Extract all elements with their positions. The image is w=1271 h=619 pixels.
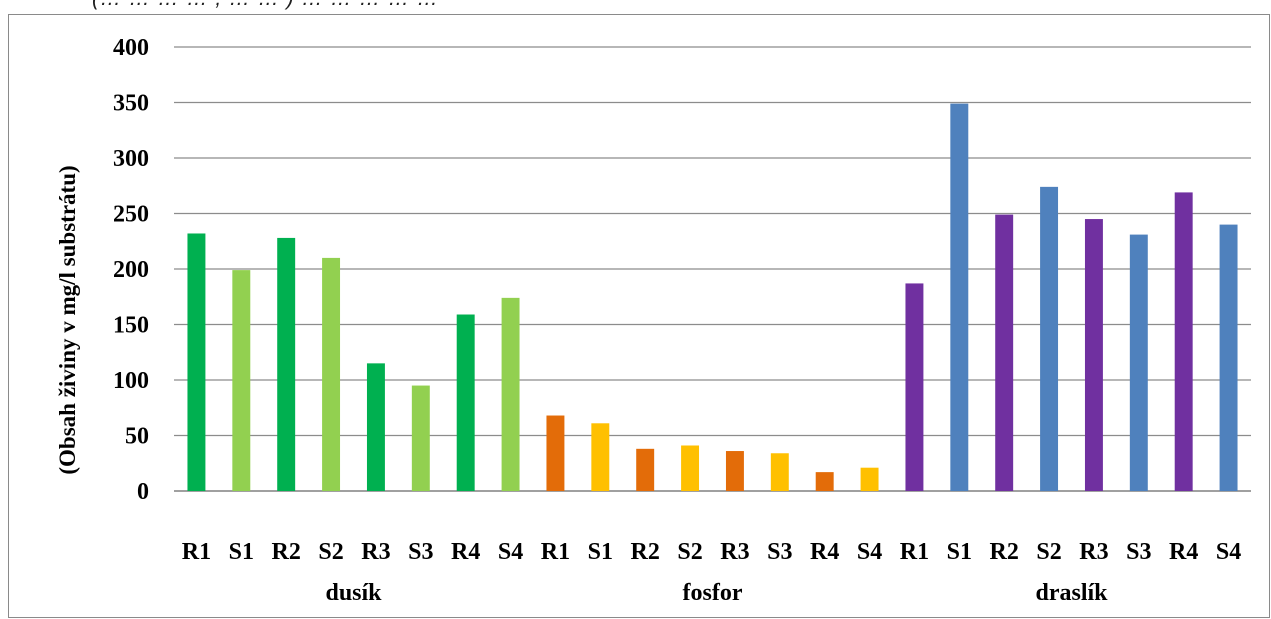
x-tick-label: R4 [451,539,480,565]
x-tick-label: R3 [1079,539,1108,565]
x-tick-label: S3 [767,539,792,565]
bar-chart: 0 50 100 150 200 250 300 350 400 R1 S1 R2 S2 R3 S3 R4 S… [55,35,1251,606]
x-tick-label: R1 [900,539,929,565]
bar-dusík-R2 [277,237,296,491]
x-tick-label: S4 [857,539,882,565]
x-tick-label: S2 [1036,539,1061,565]
bar-draslík-R1 [905,283,924,491]
x-tick-label: R4 [810,539,839,565]
x-tick-label: S1 [229,539,254,565]
bar-draslík-S1 [950,103,969,492]
figure-caption: (… … … … , … … ) … … … … … [92,0,439,11]
y-tick-label: 350 [113,91,149,117]
bar-dusík-R3 [366,363,385,491]
x-tick-label: S3 [1126,539,1151,565]
bar-dusík-S1 [232,270,251,491]
x-tick-label: R3 [361,539,390,565]
x-tick-label: S4 [498,539,523,565]
bar-fosfor-S1 [591,423,610,491]
group-labels: dusík fosfor draslík [325,580,1108,606]
bar-draslík-S2 [1040,186,1059,492]
x-tick-label: R3 [720,539,749,565]
chart-frame: 0 50 100 150 200 250 300 350 400 R1 S1 R2 S2 R3 S3 R4 S… [8,14,1270,618]
bar-fosfor-S4 [860,467,879,491]
x-tick-label: S2 [318,539,343,565]
x-tick-label: S4 [1216,539,1241,565]
bar-draslík-S3 [1129,234,1148,491]
bar-draslík-R3 [1084,219,1103,492]
x-tick-label: R2 [990,539,1019,565]
bar-draslík-S4 [1219,224,1238,491]
bar-fosfor-R4 [815,472,834,491]
bars [187,103,1238,492]
x-tick-label: R2 [631,539,660,565]
x-tick-label: R2 [272,539,301,565]
bar-dusík-R1 [187,233,206,492]
group-label: dusík [325,580,382,606]
y-tick-label: 0 [137,479,149,505]
x-tick-label: S2 [677,539,702,565]
group-label: draslík [1035,580,1108,606]
y-tick-labels: 0 50 100 150 200 250 300 350 400 [113,35,149,505]
bar-dusík-S4 [501,297,520,491]
bar-fosfor-R3 [725,451,744,491]
y-axis-label: (Obsah živiny v mg/l substrátu) [55,165,80,474]
x-tick-labels: R1 S1 R2 S2 R3 S3 R4 S4 R1 S1 R2 S2 R3 S3 R4 S4 R1 S1 R2 S2… [182,539,1241,565]
y-tick-label: 300 [113,146,149,172]
y-tick-label: 100 [113,368,149,394]
bar-fosfor-S3 [770,453,789,491]
x-tick-label: R1 [541,539,570,565]
y-tick-label: 200 [113,257,149,283]
bar-dusík-S2 [322,257,341,491]
bar-fosfor-R2 [636,448,655,491]
bar-dusík-R4 [456,314,475,491]
bar-draslík-R4 [1174,192,1193,491]
y-tick-label: 400 [113,35,149,61]
bar-draslík-R2 [995,214,1014,492]
y-tick-label: 150 [113,313,149,339]
group-label: fosfor [683,580,743,606]
figure-caption-strip: (… … … … , … … ) … … … … … [0,0,1271,12]
bar-fosfor-S2 [681,445,700,491]
x-tick-label: R4 [1169,539,1198,565]
bar-dusík-S3 [411,385,430,491]
bar-fosfor-R1 [546,415,565,491]
y-tick-label: 50 [125,424,149,450]
y-tick-label: 250 [113,202,149,228]
x-tick-label: S1 [947,539,972,565]
x-tick-label: S1 [588,539,613,565]
x-tick-label: R1 [182,539,211,565]
x-tick-label: S3 [408,539,433,565]
grid-lines [174,46,1251,492]
